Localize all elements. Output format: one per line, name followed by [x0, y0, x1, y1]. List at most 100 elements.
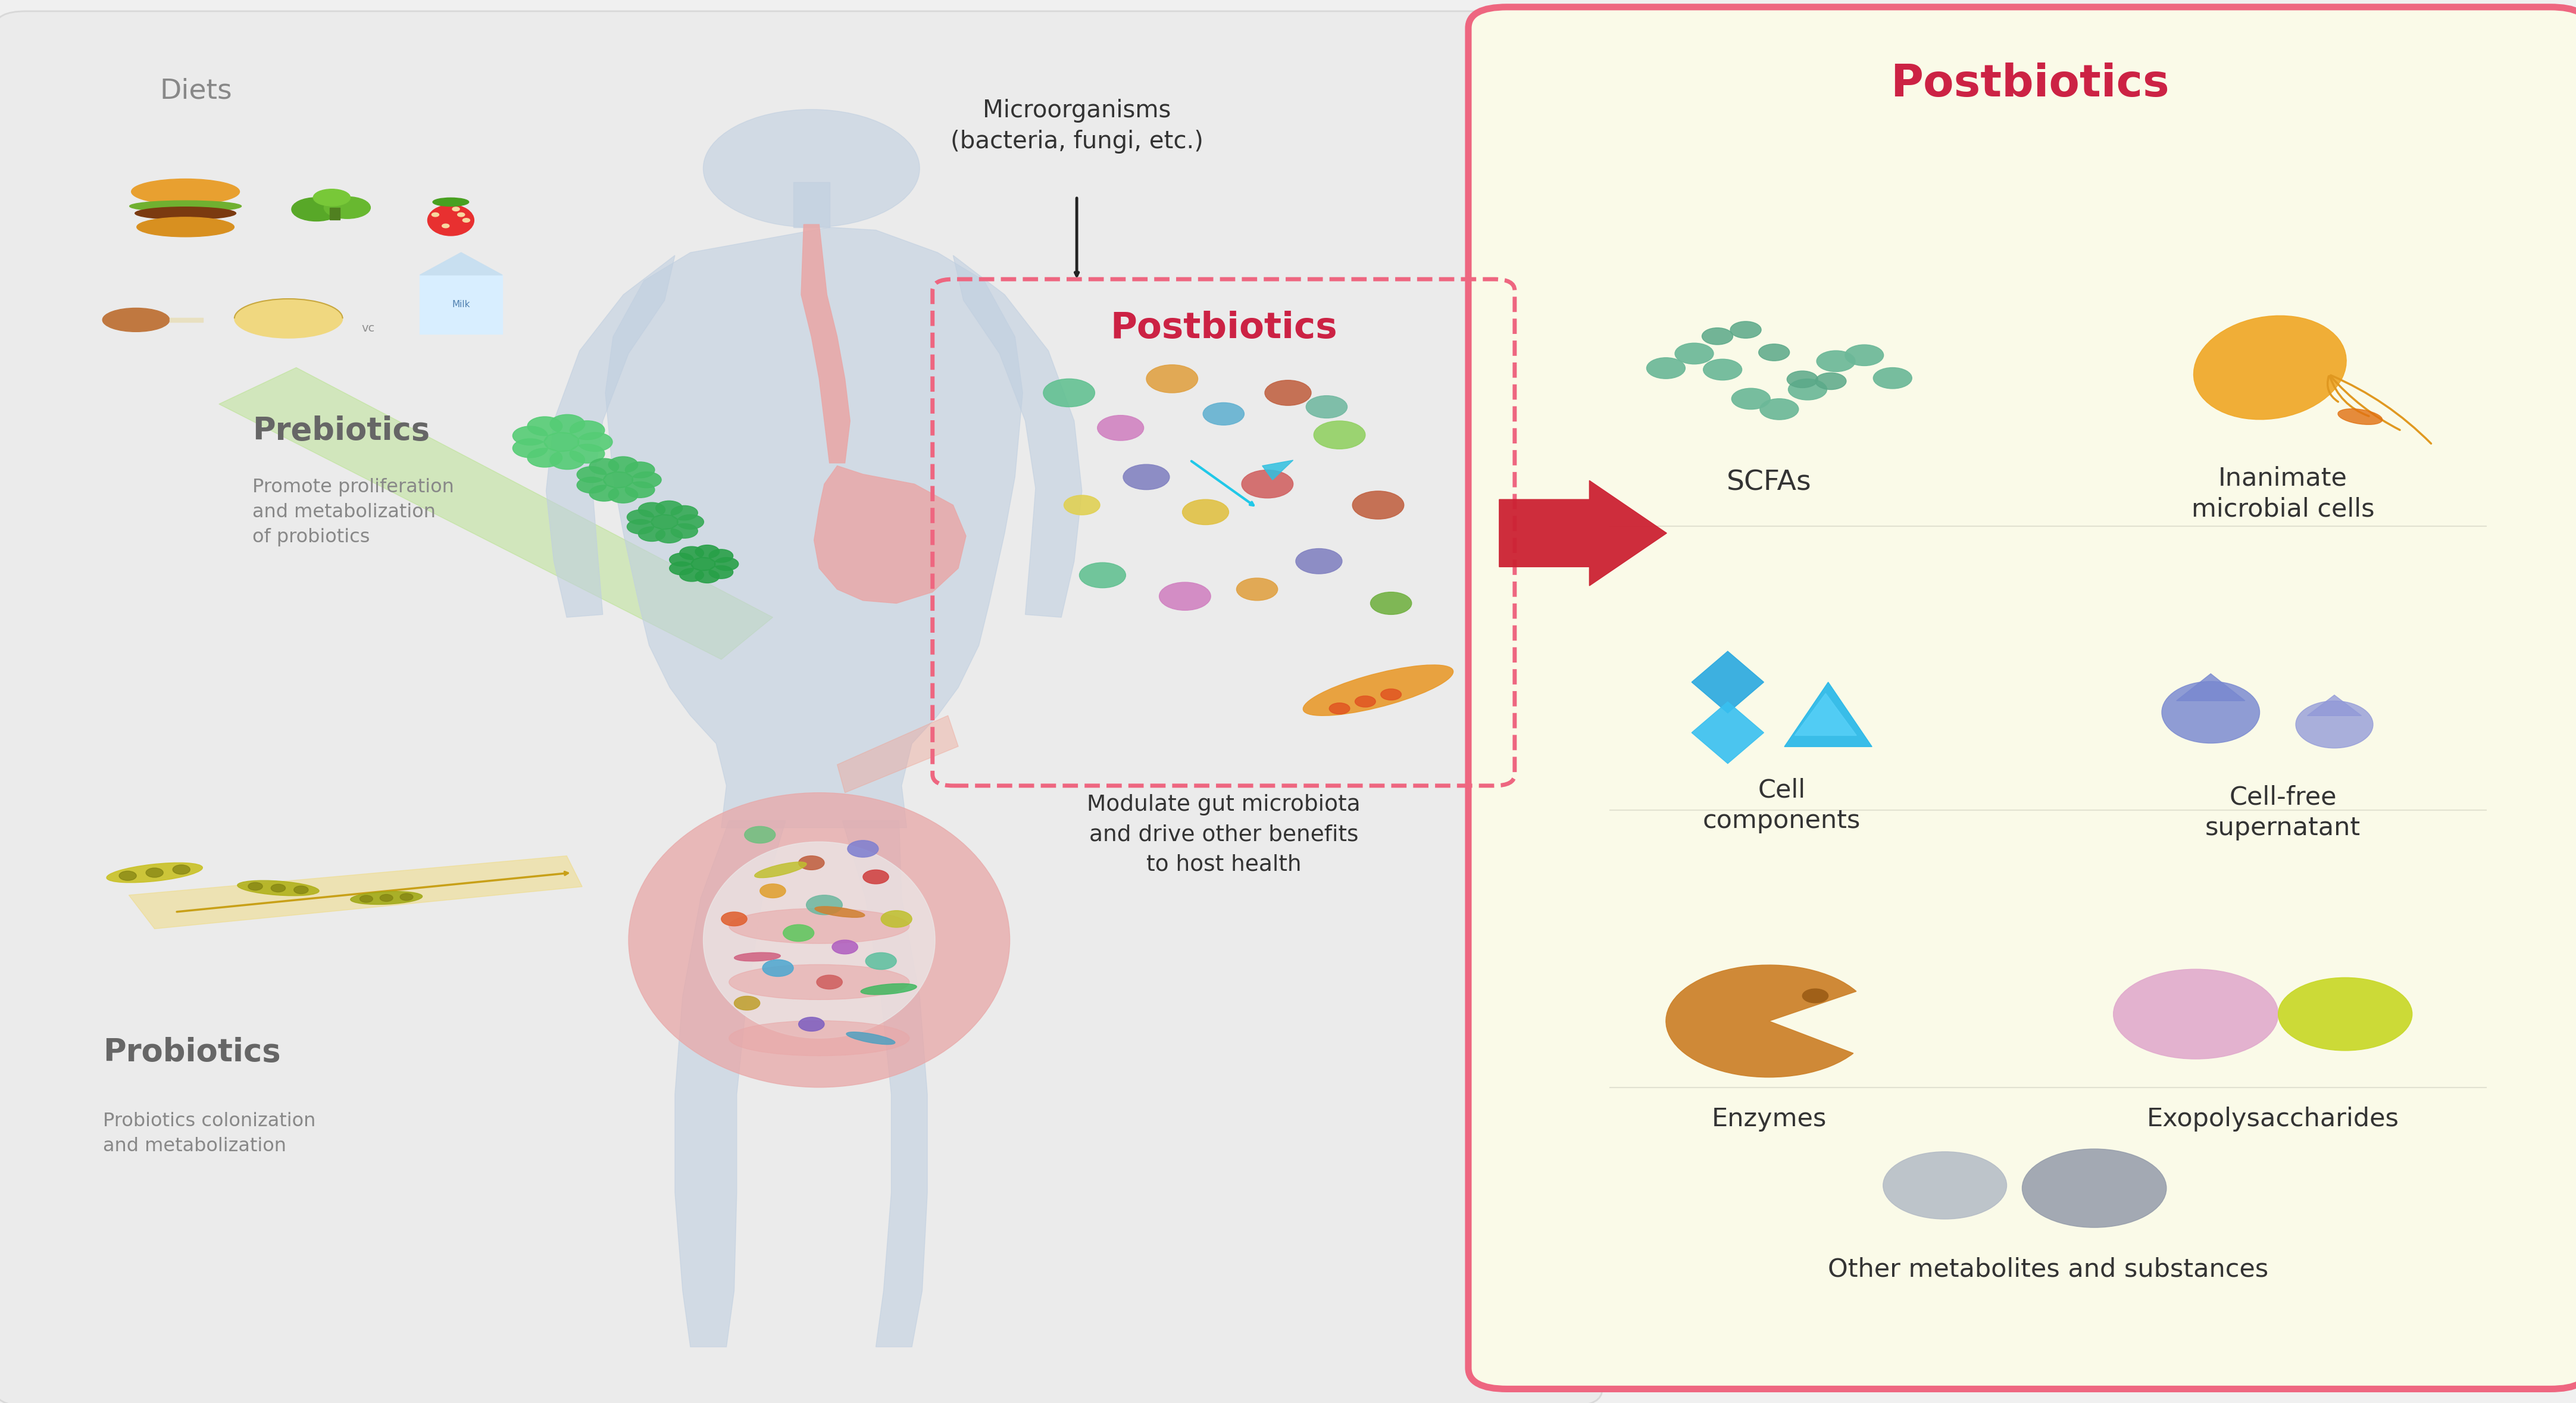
Ellipse shape: [350, 891, 422, 905]
Circle shape: [657, 501, 683, 515]
Ellipse shape: [860, 984, 917, 995]
Circle shape: [639, 526, 665, 542]
Circle shape: [1296, 549, 1342, 574]
Circle shape: [1043, 379, 1095, 407]
Circle shape: [464, 219, 469, 222]
Text: Exopolysaccharides: Exopolysaccharides: [2146, 1107, 2398, 1132]
Circle shape: [147, 868, 162, 877]
Circle shape: [1788, 379, 1826, 400]
Polygon shape: [605, 227, 1023, 828]
Ellipse shape: [755, 861, 806, 878]
Circle shape: [744, 826, 775, 843]
Ellipse shape: [703, 842, 935, 1038]
Ellipse shape: [848, 1033, 894, 1044]
Wedge shape: [1667, 965, 1857, 1078]
Ellipse shape: [428, 205, 474, 236]
FancyArrowPatch shape: [2331, 376, 2401, 429]
Text: Cell
components: Cell components: [1703, 777, 1860, 833]
Ellipse shape: [129, 201, 242, 212]
Circle shape: [1759, 398, 1798, 419]
Circle shape: [677, 515, 703, 529]
Circle shape: [848, 840, 878, 857]
Ellipse shape: [814, 906, 866, 918]
Ellipse shape: [729, 965, 909, 999]
Polygon shape: [129, 856, 582, 929]
Polygon shape: [420, 253, 502, 275]
Circle shape: [379, 894, 394, 902]
Circle shape: [626, 519, 654, 535]
Circle shape: [1674, 344, 1713, 365]
Circle shape: [1064, 495, 1100, 515]
Text: Enzymes: Enzymes: [1710, 1107, 1826, 1132]
Ellipse shape: [433, 198, 469, 206]
Circle shape: [528, 417, 562, 436]
Circle shape: [590, 459, 618, 474]
Circle shape: [762, 960, 793, 976]
FancyArrowPatch shape: [2329, 376, 2370, 417]
Circle shape: [590, 485, 618, 501]
Circle shape: [1731, 321, 1762, 338]
Ellipse shape: [629, 793, 1010, 1087]
Circle shape: [626, 462, 654, 478]
Polygon shape: [546, 255, 675, 617]
Circle shape: [1703, 359, 1741, 380]
Ellipse shape: [131, 178, 240, 205]
Circle shape: [721, 912, 747, 926]
Circle shape: [670, 505, 698, 521]
Ellipse shape: [134, 208, 237, 219]
Text: Promote proliferation
and metabolization
of probiotics: Promote proliferation and metabolization…: [252, 478, 453, 546]
Polygon shape: [953, 255, 1082, 617]
Text: Prebiotics: Prebiotics: [252, 415, 430, 446]
Circle shape: [783, 925, 814, 941]
Ellipse shape: [325, 196, 371, 219]
Circle shape: [513, 427, 549, 445]
Circle shape: [399, 894, 412, 901]
Circle shape: [881, 911, 912, 927]
Circle shape: [1242, 470, 1293, 498]
Circle shape: [247, 882, 263, 891]
Circle shape: [1803, 989, 1829, 1003]
Circle shape: [1203, 403, 1244, 425]
Polygon shape: [1785, 682, 1873, 746]
Polygon shape: [2177, 673, 2244, 700]
Polygon shape: [1262, 460, 1293, 480]
Ellipse shape: [291, 198, 340, 222]
Circle shape: [577, 477, 605, 492]
FancyArrowPatch shape: [2331, 375, 2432, 443]
Polygon shape: [842, 821, 927, 1347]
Text: vc: vc: [361, 323, 376, 334]
Circle shape: [294, 885, 309, 894]
Ellipse shape: [729, 909, 909, 943]
Circle shape: [1123, 464, 1170, 490]
Circle shape: [2022, 1149, 2166, 1228]
Text: Modulate gut microbiota
and drive other benefits
to host health: Modulate gut microbiota and drive other …: [1087, 794, 1360, 875]
Circle shape: [690, 557, 716, 571]
Bar: [170, 317, 204, 323]
Text: Microorganisms
(bacteria, fungi, etc.): Microorganisms (bacteria, fungi, etc.): [951, 98, 1203, 154]
Circle shape: [549, 414, 585, 434]
Polygon shape: [219, 368, 773, 659]
Circle shape: [708, 565, 734, 578]
Circle shape: [1816, 373, 1847, 390]
Circle shape: [1236, 578, 1278, 600]
Circle shape: [1079, 563, 1126, 588]
Circle shape: [1370, 592, 1412, 615]
Circle shape: [626, 481, 654, 498]
Circle shape: [714, 557, 739, 571]
Circle shape: [2277, 978, 2411, 1051]
Circle shape: [832, 940, 858, 954]
Circle shape: [817, 975, 842, 989]
Circle shape: [1306, 396, 1347, 418]
Text: Other metabolites and substances: Other metabolites and substances: [1826, 1257, 2269, 1282]
Circle shape: [173, 864, 191, 874]
Circle shape: [760, 884, 786, 898]
Text: SCFAs: SCFAs: [1726, 469, 1811, 497]
Circle shape: [1314, 421, 1365, 449]
Ellipse shape: [234, 299, 343, 338]
Circle shape: [603, 471, 634, 488]
Polygon shape: [1692, 702, 1765, 763]
Circle shape: [1097, 415, 1144, 441]
Polygon shape: [1795, 693, 1857, 735]
Circle shape: [577, 432, 613, 452]
Circle shape: [1759, 344, 1790, 361]
